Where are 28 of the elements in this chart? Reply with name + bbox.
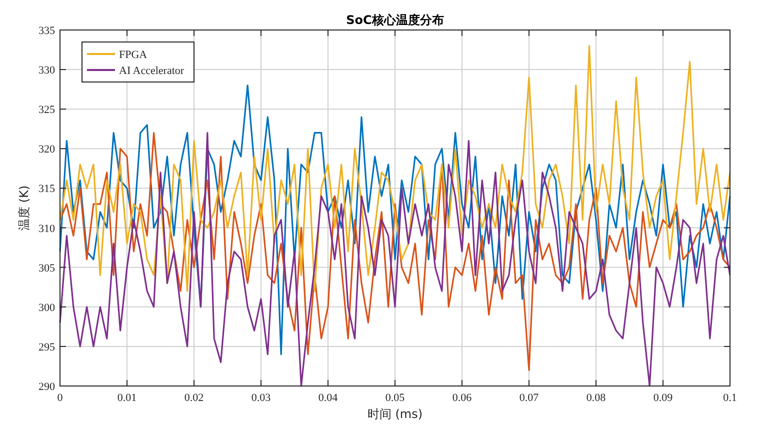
y-tick-label: 315 bbox=[38, 183, 56, 196]
x-tick-label: 0.1 bbox=[723, 392, 737, 404]
chart-title: SoC核心温度分布 bbox=[346, 13, 444, 27]
legend-label: AI Accelerator bbox=[119, 65, 184, 77]
line-series bbox=[59, 84, 731, 356]
x-tick-label: 0.01 bbox=[117, 392, 137, 404]
y-tick-label: 295 bbox=[38, 341, 56, 354]
legend-label: FPGA bbox=[119, 49, 148, 61]
x-tick-label: 0.09 bbox=[653, 392, 674, 404]
x-axis-title: 时间 (ms) bbox=[367, 407, 423, 421]
y-tick-label: 290 bbox=[38, 381, 56, 393]
y-tick-label: 310 bbox=[38, 222, 56, 235]
x-tick-label: 0 bbox=[57, 392, 64, 404]
x-tick-label: 0.06 bbox=[452, 392, 472, 404]
y-tick-label: 330 bbox=[38, 64, 56, 77]
x-tick-label: 0.03 bbox=[251, 392, 272, 404]
y-tick-label: 335 bbox=[38, 25, 56, 37]
y-tick-label: 300 bbox=[38, 302, 56, 314]
line-series bbox=[59, 45, 731, 292]
y-tick-label: 320 bbox=[38, 144, 56, 156]
x-tick-label: 0.05 bbox=[385, 392, 406, 404]
x-tick-label: 0.04 bbox=[318, 392, 338, 404]
x-tick-label: 0.02 bbox=[184, 392, 204, 404]
y-axis-title: 温度 (K) bbox=[17, 185, 31, 231]
y-tick-label: 325 bbox=[38, 104, 56, 116]
x-tick-label: 0.08 bbox=[586, 392, 606, 404]
y-tick-label: 305 bbox=[38, 262, 56, 274]
x-tick-label: 0.07 bbox=[519, 392, 540, 404]
